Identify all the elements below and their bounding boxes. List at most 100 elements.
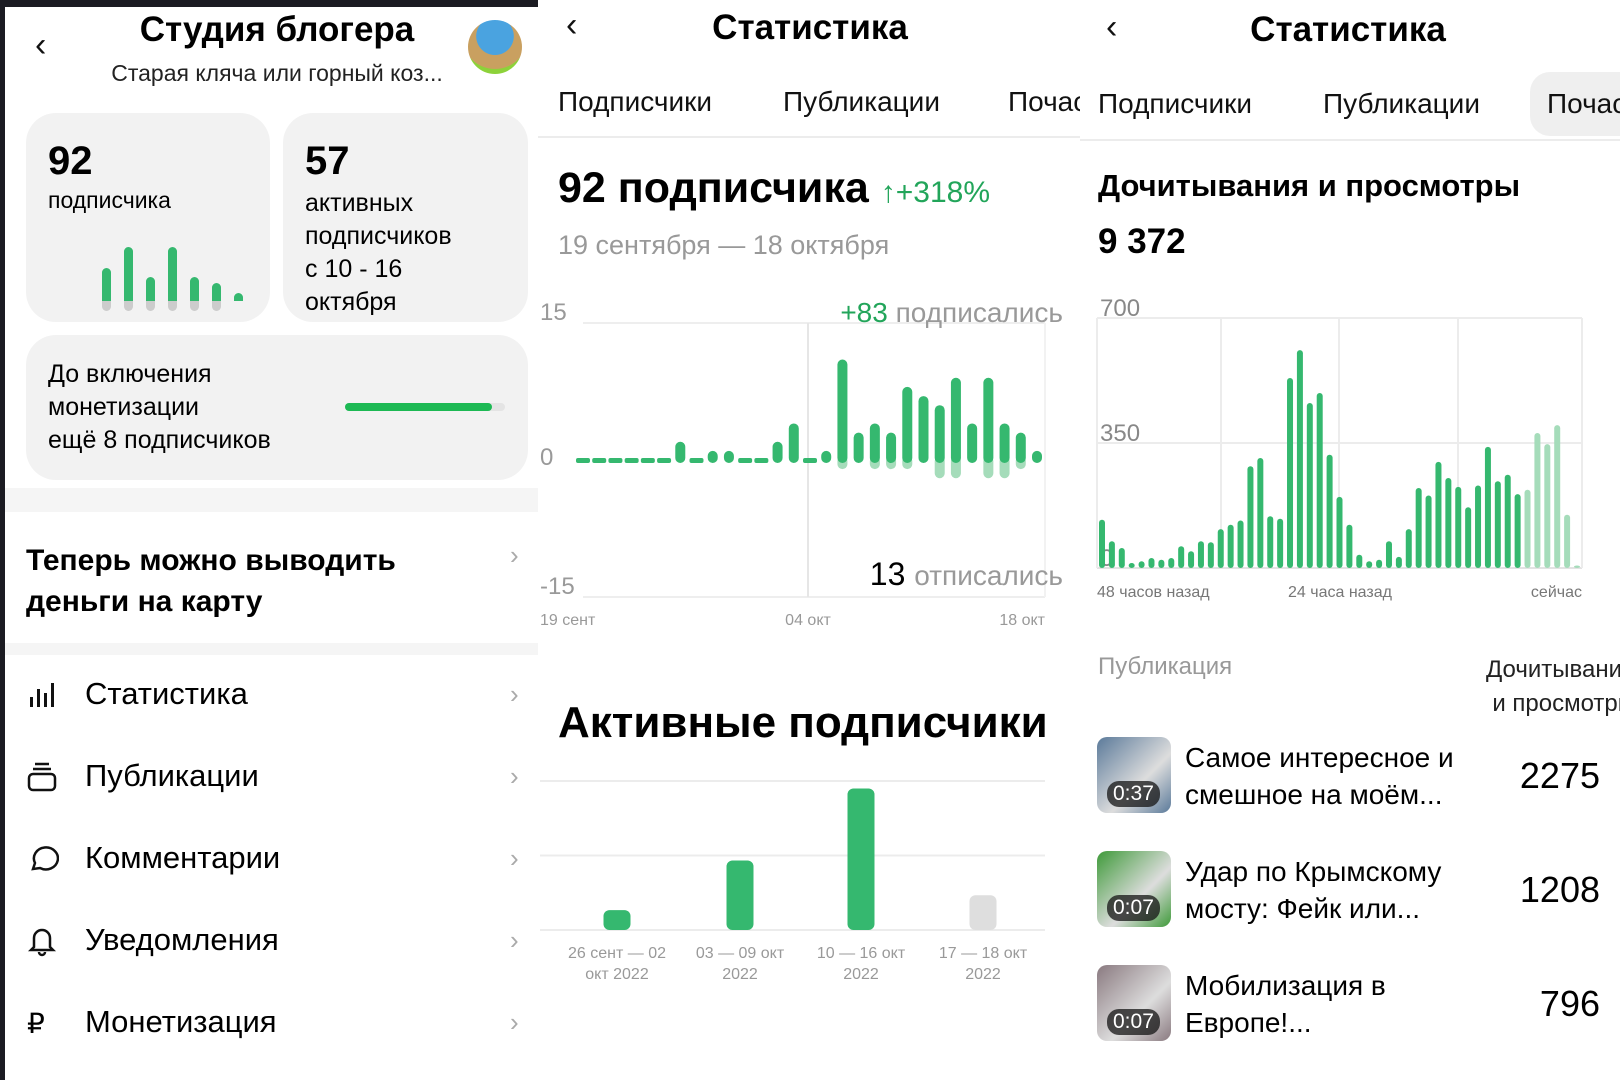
y-tick-label: 700 <box>1100 295 1140 322</box>
subscribers-stats-panel: ‹ Статистика Подписчики Публикации Почас… <box>538 0 1080 1080</box>
divider <box>5 488 538 512</box>
views-bar <box>1316 393 1323 568</box>
page-title: Статистика <box>1250 10 1446 49</box>
chevron-left-icon: ‹ <box>1106 8 1118 46</box>
publication-row[interactable]: 0:07 Мобилизация в Европе!... 796 <box>1080 965 1620 1045</box>
tabs-divider <box>1080 139 1620 141</box>
views-bar <box>1465 507 1472 568</box>
x-tick-label: 04 окт <box>785 612 831 629</box>
subscribers-label: подписчика <box>48 187 171 213</box>
menu-item-4[interactable]: ₽ Монетизация › <box>5 983 538 1065</box>
active-subscribers-chart: 26 сент — 02 окт 2022 03 — 09 окт 2022 10 — … <box>540 780 1045 983</box>
menu-item-3[interactable]: Уведомления › <box>5 901 538 983</box>
hourly-stats-panel: ‹ Статистика Подписчики Публикации Почас… <box>1080 0 1620 1080</box>
menu-item-label: Комментарии <box>85 840 281 875</box>
views-bar <box>1534 433 1541 568</box>
publication-views: 796 <box>1539 983 1600 1024</box>
menu-item-0[interactable]: Статистика › <box>5 655 538 737</box>
mini-bar <box>102 268 111 301</box>
mini-bar-unsub <box>102 301 111 311</box>
subscribed-bar <box>707 450 718 463</box>
menu-item-2[interactable]: Комментарии › <box>5 819 538 901</box>
views-bar <box>1207 542 1214 568</box>
withdraw-promo[interactable]: Теперь можно выводить деньги на карту › <box>5 512 538 645</box>
x-tick-label: 19 сент <box>540 612 596 629</box>
mini-bar-chart <box>102 243 252 311</box>
subscribed-bar <box>837 359 848 463</box>
bell-icon <box>27 925 57 962</box>
mini-bar <box>168 247 177 301</box>
zero-bar <box>738 458 753 463</box>
views-bar <box>1554 425 1561 568</box>
views-bar <box>1267 516 1274 568</box>
views-bar <box>1376 559 1383 568</box>
publication-views: 1208 <box>1519 869 1600 910</box>
menu-item-1[interactable]: Публикации › <box>5 737 538 819</box>
active-bar <box>847 788 875 930</box>
views-bar <box>1504 474 1511 568</box>
mini-bar-unsub <box>124 301 133 311</box>
publication-row[interactable]: 0:37 Самое интересное и смешное на моём..… <box>1080 737 1620 817</box>
views-bar <box>1385 541 1392 568</box>
views-bar <box>1494 481 1501 568</box>
subscribed-bar <box>1015 432 1026 463</box>
views-heading: Дочитывания и просмотры <box>1098 168 1521 203</box>
views-bar <box>1564 514 1571 568</box>
x-tick-label: 2022 <box>965 966 1001 983</box>
views-bar <box>1356 554 1363 568</box>
views-bar <box>1475 485 1482 568</box>
subscribed-bar <box>886 432 897 463</box>
stack-icon <box>27 761 57 798</box>
zero-bar <box>640 458 655 463</box>
views-bar <box>1227 524 1234 568</box>
chevron-right-icon: › <box>510 843 519 873</box>
subscribers-card[interactable]: 92 подписчика <box>26 113 270 322</box>
tab-subscribers[interactable]: Подписчики <box>558 86 713 117</box>
active-subscribers-card[interactable]: 57 активных подписчиков с 10 - 16 октября <box>283 113 528 322</box>
views-bar <box>1138 561 1145 568</box>
subscribed-bar <box>675 441 686 463</box>
views-bar <box>1425 495 1432 568</box>
views-bar <box>1168 558 1175 568</box>
subscribed-bar <box>1032 450 1042 463</box>
subscribed-bar <box>967 423 978 463</box>
views-bar <box>1514 494 1521 568</box>
avatar[interactable] <box>468 20 522 74</box>
divider <box>5 643 538 655</box>
y-tick-label: -15 <box>540 573 575 600</box>
subscribed-bar <box>950 377 961 463</box>
publication-row[interactable]: 0:07 Удар по Крымскому мосту: Фейк или...… <box>1080 851 1620 931</box>
y-tick-label: 0 <box>540 444 553 471</box>
back-button[interactable]: ‹ <box>566 6 577 45</box>
tab-publications[interactable]: Публикации <box>783 86 940 117</box>
x-tick-label: 2022 <box>843 966 879 983</box>
active-bar <box>969 895 997 930</box>
back-button[interactable]: ‹ <box>35 26 46 65</box>
views-bar <box>1118 548 1125 568</box>
monetization-card[interactable]: До включения монетизации ещё 8 подписчиков <box>26 335 528 480</box>
back-button[interactable]: ‹ <box>1106 8 1117 47</box>
tab-hourly-active[interactable]: Почас <box>1530 72 1620 136</box>
subscribed-bar <box>788 423 799 463</box>
active-heading: Активные подписчики <box>558 698 1048 747</box>
views-bar <box>1148 558 1155 568</box>
y-tick-label: 350 <box>1100 420 1140 447</box>
views-bar <box>1484 446 1491 568</box>
blogger-studio-panel: ‹ Студия блогера Старая кляча или горный… <box>0 0 538 1080</box>
views-bar <box>1108 541 1115 568</box>
menu-item-label: Публикации <box>85 758 259 793</box>
tab-publications[interactable]: Публикации <box>1323 88 1480 119</box>
tab-subscribers[interactable]: Подписчики <box>1098 88 1253 119</box>
tab-hourly[interactable]: Почас <box>1008 86 1080 117</box>
mini-bar <box>124 247 133 301</box>
views-bar <box>1277 518 1284 568</box>
x-tick-label: 03 — 09 окт <box>696 945 785 962</box>
x-tick-label: 48 часов назад <box>1097 584 1210 601</box>
active-count: 57 <box>305 139 350 183</box>
views-bar <box>1237 520 1244 568</box>
views-bar <box>1326 454 1333 568</box>
video-duration: 0:37 <box>1107 781 1160 807</box>
subscribed-bar <box>902 386 913 463</box>
